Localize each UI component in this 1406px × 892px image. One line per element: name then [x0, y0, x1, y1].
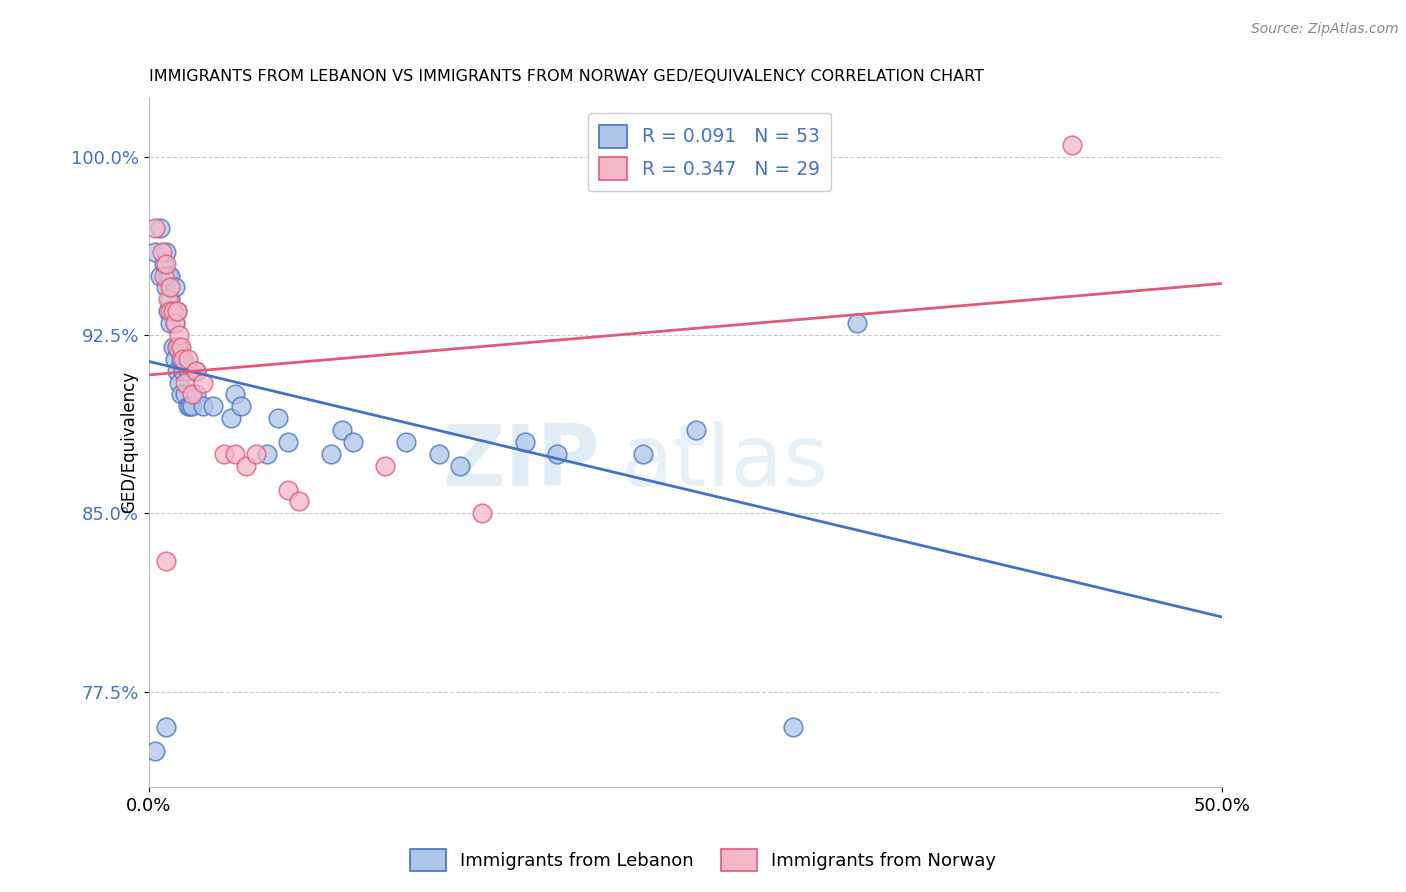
- Point: [427, 447, 450, 461]
- Point: [166, 340, 188, 354]
- Point: [330, 423, 353, 437]
- Point: [267, 411, 290, 425]
- Point: [155, 257, 177, 271]
- Point: [179, 400, 201, 414]
- Point: [212, 447, 235, 461]
- Point: [176, 364, 198, 378]
- Point: [153, 268, 176, 283]
- Point: [631, 447, 654, 461]
- Point: [224, 387, 246, 401]
- Point: [159, 280, 181, 294]
- Point: [374, 458, 396, 473]
- Point: [277, 483, 299, 497]
- Point: [166, 340, 188, 354]
- Point: [782, 720, 804, 734]
- Point: [166, 304, 188, 318]
- Point: [162, 340, 184, 354]
- Point: [186, 387, 208, 401]
- Point: [202, 400, 225, 414]
- Point: [163, 351, 186, 366]
- Text: IMMIGRANTS FROM LEBANON VS IMMIGRANTS FROM NORWAY GED/EQUIVALENCY CORRELATION CH: IMMIGRANTS FROM LEBANON VS IMMIGRANTS FR…: [149, 69, 984, 84]
- Point: [176, 351, 198, 366]
- Point: [157, 293, 180, 307]
- Point: [277, 435, 299, 450]
- Point: [170, 387, 193, 401]
- Point: [174, 376, 197, 390]
- Point: [145, 221, 167, 235]
- Point: [157, 268, 180, 283]
- Point: [180, 387, 202, 401]
- Legend: R = 0.091   N = 53, R = 0.347   N = 29: R = 0.091 N = 53, R = 0.347 N = 29: [588, 113, 831, 191]
- Point: [157, 304, 180, 318]
- Point: [155, 244, 177, 259]
- Point: [145, 244, 167, 259]
- Point: [155, 554, 177, 568]
- Point: [167, 376, 190, 390]
- Point: [224, 447, 246, 461]
- Point: [471, 507, 494, 521]
- Point: [163, 316, 186, 330]
- Point: [256, 447, 278, 461]
- Point: [153, 257, 176, 271]
- Point: [166, 364, 188, 378]
- Legend: Immigrants from Lebanon, Immigrants from Norway: Immigrants from Lebanon, Immigrants from…: [402, 842, 1004, 879]
- Point: [145, 744, 167, 758]
- Point: [180, 400, 202, 414]
- Point: [163, 280, 186, 294]
- Point: [167, 328, 190, 343]
- Point: [149, 221, 172, 235]
- Point: [546, 447, 568, 461]
- Point: [513, 435, 536, 450]
- Point: [288, 494, 311, 508]
- Point: [155, 720, 177, 734]
- Text: atlas: atlas: [621, 421, 830, 504]
- Point: [231, 400, 253, 414]
- Point: [159, 268, 181, 283]
- Point: [172, 351, 194, 366]
- Point: [395, 435, 418, 450]
- Point: [159, 304, 181, 318]
- Point: [162, 304, 184, 318]
- Text: Source: ZipAtlas.com: Source: ZipAtlas.com: [1251, 22, 1399, 37]
- Point: [191, 400, 214, 414]
- Point: [235, 458, 257, 473]
- Point: [163, 316, 186, 330]
- Point: [159, 316, 181, 330]
- Point: [162, 304, 184, 318]
- Point: [170, 351, 193, 366]
- Point: [342, 435, 364, 450]
- Y-axis label: GED/Equivalency: GED/Equivalency: [120, 371, 138, 513]
- Point: [176, 400, 198, 414]
- Point: [245, 447, 267, 461]
- Point: [150, 244, 173, 259]
- Point: [449, 458, 471, 473]
- Point: [149, 268, 172, 283]
- Point: [155, 280, 177, 294]
- Point: [219, 411, 242, 425]
- Point: [167, 340, 190, 354]
- Point: [166, 304, 188, 318]
- Point: [186, 364, 208, 378]
- Point: [846, 316, 869, 330]
- Point: [1060, 137, 1083, 152]
- Point: [321, 447, 343, 461]
- Point: [685, 423, 707, 437]
- Point: [170, 340, 193, 354]
- Point: [172, 364, 194, 378]
- Point: [191, 376, 214, 390]
- Point: [159, 293, 181, 307]
- Point: [186, 364, 208, 378]
- Point: [174, 387, 197, 401]
- Text: ZIP: ZIP: [441, 421, 599, 504]
